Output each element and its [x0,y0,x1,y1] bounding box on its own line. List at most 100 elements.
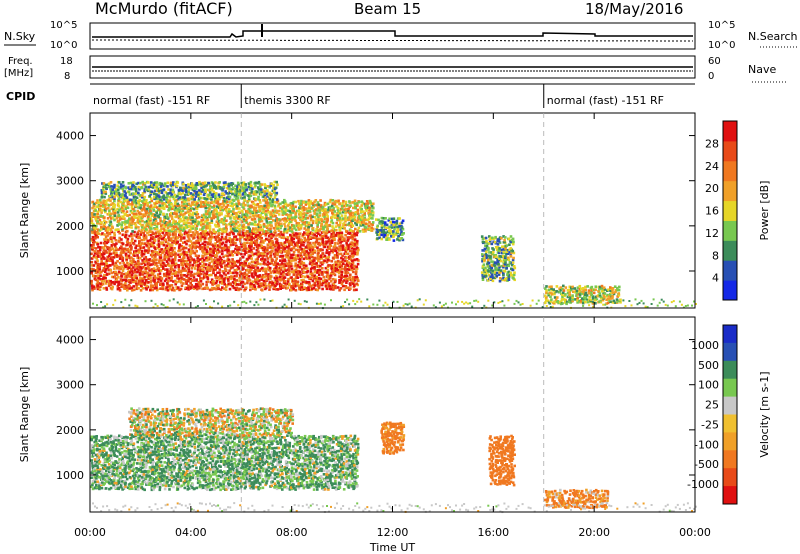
data-cell [128,287,131,290]
data-cell [274,214,277,218]
data-cell [182,202,186,206]
data-cell [91,214,94,217]
data-cell [332,227,335,230]
data-cell [315,262,318,265]
data-cell [137,200,140,203]
data-cell [208,239,211,242]
data-cell [259,284,263,288]
data-cell [111,188,114,191]
data-cell [225,219,228,222]
data-cell [261,257,264,261]
data-cell [91,206,94,210]
data-cell [187,271,190,275]
data-cell [269,255,273,258]
data-cell [297,224,301,227]
data-cell [230,277,233,281]
data-cell [275,282,279,286]
data-cell [393,227,396,231]
data-cell [292,209,296,213]
data-cell [189,272,193,276]
data-cell [376,237,379,240]
data-cell [150,241,153,245]
data-cell [289,211,293,215]
data-cell [110,185,113,188]
data-cell [348,278,351,281]
data-cell [207,273,211,277]
data-cell [288,273,291,276]
data-cell [279,254,283,258]
data-cell [124,212,127,216]
data-cell [113,203,117,207]
data-cell [177,222,181,226]
data-cell [113,282,116,286]
data-cell [247,238,250,242]
data-cell [256,260,259,263]
data-cell [219,264,223,267]
data-cell [278,282,281,286]
data-cell [211,231,214,235]
data-cell [94,209,97,212]
data-cell [199,247,202,251]
data-cell [384,223,387,226]
data-cell [118,181,121,184]
data-cell [257,223,260,226]
data-cell [353,233,356,237]
data-cell [200,190,204,193]
nsearch-label: N.Search [748,30,798,43]
data-cell [111,202,115,205]
data-cell [292,207,295,210]
data-cell [182,241,185,244]
data-cell [145,219,149,223]
data-cell [245,276,249,280]
data-cell [284,220,287,224]
data-cell [314,279,318,282]
data-cell [95,224,98,228]
data-cell [158,208,161,211]
data-cell [336,218,339,221]
data-cell [330,204,334,208]
data-cell [568,291,571,294]
data-cell [109,259,112,262]
data-cell [396,225,399,229]
data-cell [320,224,323,227]
data-cell [113,197,116,200]
data-cell [122,215,125,219]
data-cell [371,217,374,220]
data-cell [230,238,233,241]
data-cell [239,217,242,221]
data-cell [572,290,575,293]
data-cell [158,195,161,199]
data-cell [255,253,259,257]
data-cell [126,221,129,224]
data-cell [227,278,230,281]
data-cell [205,226,208,230]
data-cell [168,233,172,237]
data-cell [186,218,189,222]
data-cell [244,183,247,186]
data-cell [133,268,137,272]
data-cell [103,233,106,236]
data-cell [275,269,279,272]
data-cell [153,215,157,219]
data-cell [256,266,260,270]
data-cell [121,259,124,262]
data-cell [210,221,214,224]
data-cell [186,197,190,201]
data-cell [103,219,106,223]
data-cell [359,206,362,209]
data-cell [262,262,265,266]
data-cell [219,274,222,277]
data-cell [338,202,342,205]
data-cell [174,201,177,204]
data-cell [222,255,225,259]
data-cell [204,200,208,203]
data-cell [243,289,246,292]
data-cell [174,230,178,233]
data-cell [303,250,307,253]
data-cell [90,244,93,247]
data-cell [163,184,167,187]
data-cell [196,212,200,216]
data-cell [245,273,249,277]
data-cell [246,214,249,217]
data-cell [261,252,264,255]
